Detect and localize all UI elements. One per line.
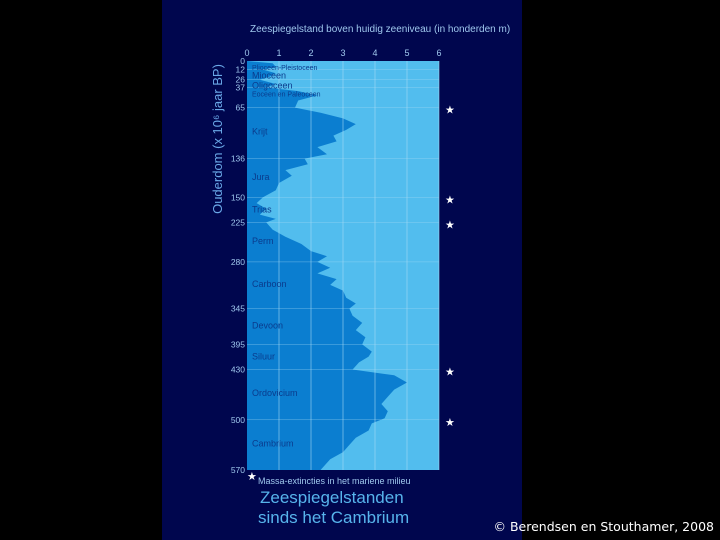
- period-label: Cambrium: [252, 438, 294, 448]
- period-label: Carboon: [252, 279, 287, 289]
- mass-extinction-star: ★: [445, 417, 455, 429]
- x-tick-label: 5: [404, 48, 409, 58]
- y-axis-label: Ouderdom (x 10⁶ jaar BP): [210, 64, 225, 214]
- period-label: Krijt: [252, 127, 268, 137]
- period-label: Jura: [252, 172, 270, 182]
- age-tick-label: 500: [231, 415, 245, 425]
- age-tick-label: 280: [231, 257, 245, 267]
- x-axis-label: Zeespiegelstand boven huidig zeeniveau (…: [250, 24, 510, 35]
- age-tick-label: 430: [231, 365, 245, 375]
- chart-title-line2: sinds het Cambrium: [258, 508, 409, 527]
- chart-title-line1: Zeespiegelstanden: [260, 488, 404, 507]
- period-label: Eoceen en Paleoceen: [252, 92, 321, 99]
- mass-extinction-star: ★: [445, 367, 455, 379]
- period-label: Oligoceen: [252, 81, 293, 91]
- period-label: Perm: [252, 236, 274, 246]
- x-tick-label: 0: [244, 48, 249, 58]
- age-tick-label: 37: [236, 83, 246, 93]
- age-tick-label: 12: [236, 65, 246, 75]
- period-label: Mioceen: [252, 71, 286, 81]
- age-tick-label: 225: [231, 217, 245, 227]
- footnote: Massa-extincties in het mariene milieu: [258, 476, 411, 486]
- age-tick-label: 150: [231, 192, 245, 202]
- sea-level-chart: Zeespiegelstand boven huidig zeeniveau (…: [210, 24, 510, 527]
- period-label: Siluur: [252, 352, 275, 362]
- x-tick-label: 4: [372, 48, 377, 58]
- x-tick-label: 1: [276, 48, 281, 58]
- age-tick-label: 26: [236, 75, 246, 85]
- sea-level-area: [247, 61, 407, 470]
- age-tick-label: 570: [231, 465, 245, 475]
- x-tick-label: 3: [340, 48, 345, 58]
- period-label: Ordovicium: [252, 388, 298, 398]
- age-tick-label: 136: [231, 154, 245, 164]
- x-tick-label: 2: [308, 48, 313, 58]
- mass-extinction-star: ★: [445, 219, 455, 231]
- period-label: Trias: [252, 205, 272, 215]
- mass-extinction-star: ★: [445, 194, 455, 206]
- x-tick-label: 6: [436, 48, 441, 58]
- copyright-credit: © Berendsen en Stouthamer, 2008: [493, 519, 715, 534]
- age-tick-label: 395: [231, 339, 245, 349]
- age-tick-label: 345: [231, 304, 245, 314]
- footnote-star: ★: [247, 471, 257, 483]
- age-tick-label: 65: [236, 103, 246, 113]
- mass-extinction-star: ★: [445, 105, 455, 117]
- period-label: Plioceen-Pleistoceen: [252, 65, 317, 72]
- age-tick-label: 0: [240, 56, 245, 66]
- slide: Zeespiegelstand boven huidig zeeniveau (…: [162, 0, 522, 540]
- period-label: Devoon: [252, 321, 283, 331]
